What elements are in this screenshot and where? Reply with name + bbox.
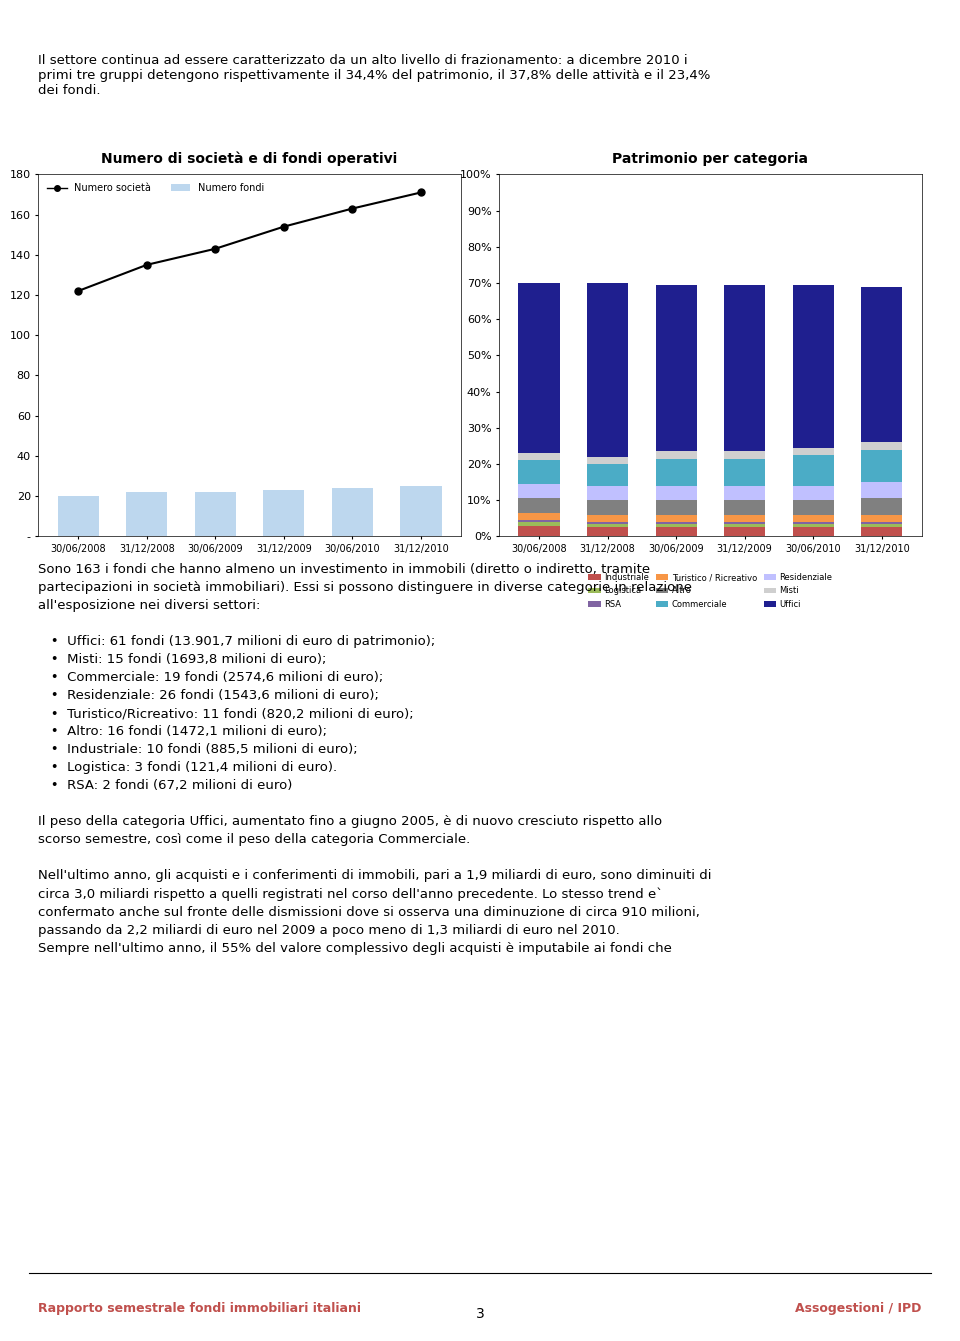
- Bar: [656, 522, 697, 524]
- Bar: [518, 526, 560, 536]
- Bar: [656, 500, 697, 515]
- Bar: [724, 452, 765, 459]
- Bar: [587, 527, 628, 536]
- Bar: [332, 488, 373, 536]
- Bar: [518, 484, 560, 499]
- Bar: [793, 500, 834, 515]
- Title: Numero di società e di fondi operativi: Numero di società e di fondi operativi: [102, 152, 397, 166]
- Bar: [861, 524, 902, 527]
- Bar: [587, 283, 628, 457]
- Bar: [518, 453, 560, 460]
- Bar: [656, 485, 697, 500]
- Bar: [587, 515, 628, 522]
- Bar: [587, 485, 628, 500]
- Bar: [724, 515, 765, 522]
- Bar: [724, 284, 765, 452]
- Bar: [587, 524, 628, 527]
- Bar: [724, 524, 765, 527]
- Bar: [587, 464, 628, 485]
- Legend: Industriale, Logistica, RSA, Turistico / Ricreativo, Altro, Commerciale, Residen: Industriale, Logistica, RSA, Turistico /…: [585, 570, 836, 611]
- Bar: [587, 522, 628, 524]
- Text: Il settore continua ad essere caratterizzato da un alto livello di frazionamento: Il settore continua ad essere caratteriz…: [38, 54, 710, 97]
- Bar: [518, 522, 560, 526]
- Bar: [724, 522, 765, 524]
- Bar: [861, 527, 902, 536]
- Bar: [656, 459, 697, 485]
- Bar: [518, 512, 560, 520]
- Bar: [861, 443, 902, 449]
- Bar: [861, 483, 902, 499]
- Bar: [126, 492, 167, 536]
- Title: Patrimonio per categoria: Patrimonio per categoria: [612, 153, 808, 166]
- Bar: [587, 457, 628, 464]
- Bar: [793, 524, 834, 527]
- Text: 3: 3: [475, 1307, 485, 1321]
- Bar: [518, 460, 560, 484]
- Bar: [724, 527, 765, 536]
- Bar: [793, 485, 834, 500]
- Bar: [724, 500, 765, 515]
- Bar: [724, 459, 765, 485]
- Bar: [518, 499, 560, 512]
- Bar: [861, 499, 902, 515]
- Text: Assogestioni / IPD: Assogestioni / IPD: [795, 1302, 922, 1316]
- Bar: [656, 284, 697, 452]
- Bar: [518, 520, 560, 522]
- Bar: [656, 515, 697, 522]
- Bar: [724, 485, 765, 500]
- Bar: [793, 448, 834, 455]
- Bar: [263, 491, 304, 536]
- Bar: [587, 500, 628, 515]
- Bar: [793, 455, 834, 485]
- Text: Sono 163 i fondi che hanno almeno un investimento in immobili (diretto o indiret: Sono 163 i fondi che hanno almeno un inv…: [38, 563, 712, 955]
- Bar: [656, 524, 697, 527]
- Bar: [518, 283, 560, 453]
- Bar: [793, 284, 834, 448]
- Bar: [861, 522, 902, 524]
- Bar: [861, 287, 902, 443]
- Bar: [793, 527, 834, 536]
- Bar: [58, 496, 99, 536]
- Bar: [793, 522, 834, 524]
- Bar: [861, 515, 902, 522]
- Text: Rapporto semestrale fondi immobiliari italiani: Rapporto semestrale fondi immobiliari it…: [38, 1302, 361, 1316]
- Bar: [400, 487, 442, 536]
- Bar: [861, 449, 902, 483]
- Bar: [656, 527, 697, 536]
- Legend: Numero società, Numero fondi: Numero società, Numero fondi: [43, 180, 268, 197]
- Bar: [195, 492, 236, 536]
- Bar: [793, 515, 834, 522]
- Bar: [656, 452, 697, 459]
